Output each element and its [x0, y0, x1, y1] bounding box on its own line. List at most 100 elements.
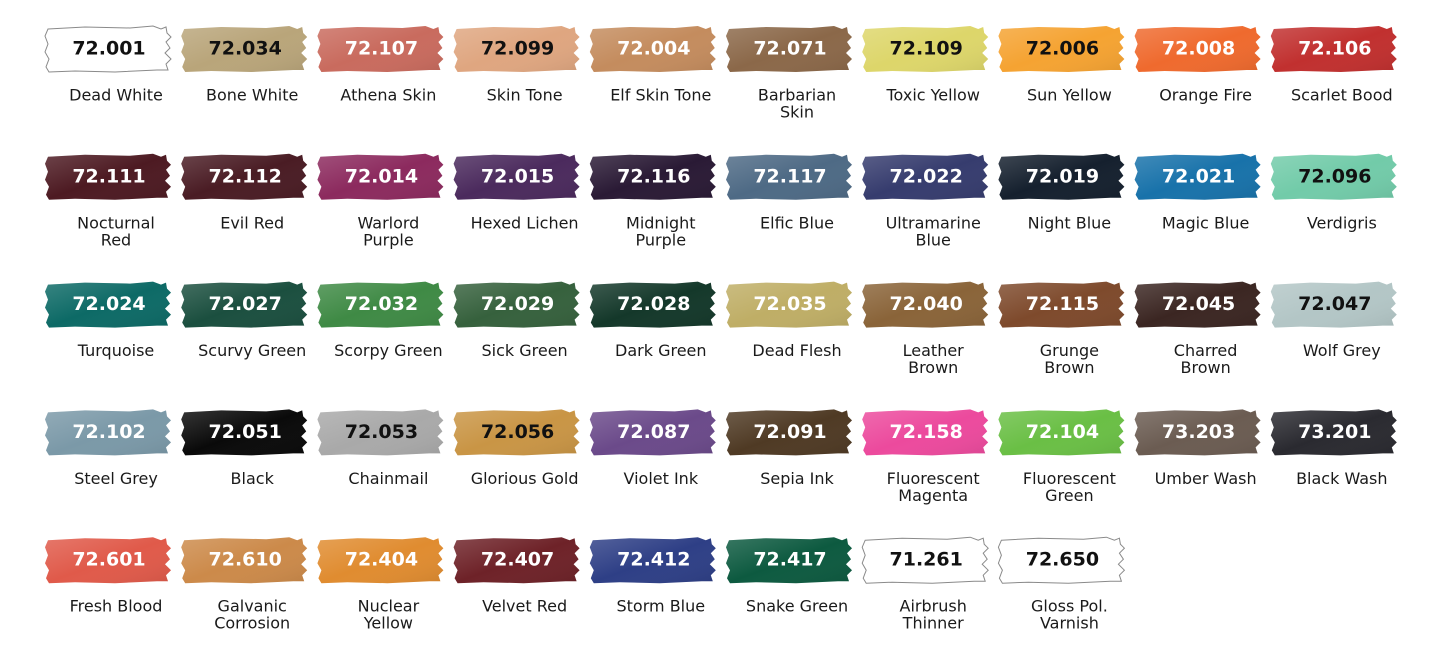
paint-name: Gloss Pol.: [1031, 597, 1108, 616]
paint-code: 72.109: [890, 38, 963, 60]
paint-sheen: [862, 153, 989, 200]
paint-name: Grunge: [1040, 341, 1099, 360]
paint-sheen: [998, 281, 1125, 328]
paint-code: 72.091: [753, 421, 826, 443]
paint-sheen: [181, 281, 308, 328]
paint-sheen: [862, 409, 989, 456]
paint-name: Scorpy Green: [334, 341, 442, 360]
paint-name: Magic Blue: [1162, 213, 1250, 232]
paint-sheen: [317, 153, 444, 200]
paint-swatch: 72.053 Chainmail: [317, 409, 444, 488]
paint-code: 72.045: [1162, 293, 1235, 315]
paint-swatch: 73.201 Black Wash: [1270, 409, 1397, 488]
paint-swatch: 72.601 Fresh Blood: [45, 537, 171, 616]
paint-name: Orange Fire: [1159, 86, 1252, 105]
paint-code: 72.035: [753, 293, 826, 315]
paint-sheen: [1134, 281, 1261, 328]
paint-code: 72.417: [753, 549, 826, 571]
paint-sheen: [45, 409, 171, 456]
paint-code: 72.008: [1162, 38, 1235, 60]
paint-code: 72.022: [890, 165, 963, 187]
paint-sheen: [726, 153, 852, 200]
paint-name: Sun Yellow: [1027, 86, 1112, 105]
paint-code: 72.107: [345, 38, 418, 60]
paint-code: 72.106: [1298, 38, 1371, 60]
paint-sheen: [453, 281, 580, 328]
paint-sheen: [181, 537, 308, 584]
paint-sheen: [45, 537, 171, 584]
paint-name: Charred: [1174, 341, 1238, 360]
paint-name: Toxic Yellow: [885, 86, 979, 105]
paint-sheen: [1270, 281, 1397, 328]
paint-code: 72.115: [1026, 293, 1099, 315]
paint-name: Steel Grey: [74, 469, 158, 488]
paint-stroke: [997, 536, 1126, 584]
paint-code: 72.056: [481, 421, 554, 443]
paint-sheen: [317, 281, 444, 328]
paint-code: 72.412: [617, 549, 690, 571]
paint-swatch: 72.008 Orange Fire: [1134, 26, 1261, 105]
paint-code: 72.087: [617, 421, 690, 443]
paint-code: 72.112: [209, 165, 282, 187]
paint-name: Skin: [780, 103, 814, 122]
paint-name: Dead White: [69, 86, 163, 105]
paint-name: Chainmail: [348, 469, 428, 488]
paint-swatch: 72.029 Sick Green: [453, 281, 580, 360]
paint-name: Midnight: [626, 213, 696, 232]
paint-name: Evil Red: [220, 213, 284, 232]
paint-name: Brown: [1180, 358, 1230, 377]
paint-sheen: [589, 537, 716, 584]
paint-swatch: 72.109 Toxic Yellow: [862, 26, 989, 105]
paint-code: 72.104: [1026, 421, 1099, 443]
paint-name: Purple: [363, 230, 414, 249]
paint-sheen: [453, 537, 580, 584]
paint-sheen: [181, 26, 308, 72]
paint-sheen: [589, 153, 716, 200]
paint-code: 72.006: [1026, 38, 1099, 60]
paint-code: 72.028: [617, 293, 690, 315]
paint-sheen: [45, 281, 171, 328]
paint-code: 72.019: [1026, 165, 1099, 187]
paint-name: Black: [231, 469, 275, 488]
paint-sheen: [862, 281, 989, 328]
paint-swatch: 72.417 Snake Green: [726, 537, 852, 616]
paint-sheen: [453, 26, 580, 72]
paint-swatch: 72.051 Black: [181, 409, 308, 488]
paint-swatch: 72.024 Turquoise: [45, 281, 171, 360]
paint-sheen: [1270, 409, 1397, 456]
paint-name: Galvanic: [218, 597, 287, 616]
paint-name: Brown: [1044, 358, 1094, 377]
paint-name: Blue: [915, 230, 950, 249]
paint-name: Warlord: [357, 213, 419, 232]
paint-name: Wolf Grey: [1303, 341, 1381, 360]
paint-name: Corrosion: [214, 614, 290, 633]
paint-name: Ultramarine: [886, 213, 981, 232]
paint-swatch: 72.112 Evil Red: [181, 153, 308, 232]
paint-code: 72.014: [345, 165, 418, 187]
paint-sheen: [726, 281, 852, 328]
paint-name: Storm Blue: [617, 597, 706, 616]
paint-code: 72.117: [753, 165, 826, 187]
paint-name: Varnish: [1040, 614, 1099, 633]
paint-code: 72.047: [1298, 293, 1371, 315]
paint-code: 72.029: [481, 293, 554, 315]
paint-name: Violet Ink: [623, 469, 698, 488]
paint-name: Leather: [903, 341, 965, 360]
paint-sheen: [45, 153, 171, 200]
paint-name: Sick Green: [481, 341, 567, 360]
paint-sheen: [317, 26, 444, 72]
paint-swatch: 72.028 Dark Green: [589, 281, 716, 360]
paint-code: 72.032: [345, 293, 418, 315]
paint-code: 72.610: [209, 549, 282, 571]
paint-name: Dark Green: [615, 341, 707, 360]
paint-name: Umber Wash: [1155, 469, 1257, 488]
paint-sheen: [589, 26, 716, 72]
